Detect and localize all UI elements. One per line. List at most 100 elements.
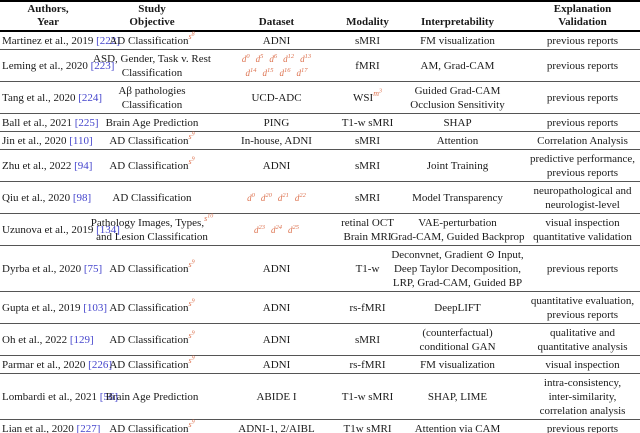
cell-interpretability-line: VAE-perturbation — [418, 216, 497, 229]
cell-validation-line: previous reports — [546, 91, 619, 104]
cell-authors-line: Tang et al., 2020 [224] — [2, 91, 103, 104]
cell-validation: quantitative evaluation, previous reports — [525, 294, 640, 322]
cell-dataset: d0 d5 d6 d12 d13 d14 d15 d16 d17 — [208, 52, 345, 80]
footnote-ref[interactable]: s10 — [204, 213, 214, 223]
dataset-ref[interactable]: d25 — [288, 223, 299, 235]
cell-objective: AD Classifications9 — [96, 259, 208, 276]
dataset-ref[interactable]: d16 — [279, 66, 291, 78]
cell-validation-line: previous reports — [546, 34, 619, 47]
cell-modality-line: T1-w sMRI — [341, 116, 394, 129]
citation-link[interactable]: [56] — [99, 390, 119, 403]
cell-authors: Zhu et al., 2022 [94] — [0, 159, 96, 173]
citation-link[interactable]: [103] — [83, 301, 108, 314]
cell-dataset: ADNI — [208, 34, 345, 48]
cell-authors: Tang et al., 2020 [224] — [0, 91, 102, 105]
footnote-ref[interactable]: s9 — [188, 156, 195, 166]
cell-validation: qualitative and quantitative analysis — [525, 326, 640, 354]
footnote-ref[interactable]: s9 — [188, 419, 195, 429]
cell-modality-line: rs-fMRI — [349, 358, 386, 371]
cell-dataset-line: ADNI — [262, 358, 291, 371]
citation-link[interactable]: [223] — [90, 59, 115, 72]
cell-interpretability-line: Joint Training — [426, 159, 489, 172]
dataset-ref[interactable]: d5 — [255, 52, 264, 64]
cell-interpretability-line: SHAP, LIME — [427, 390, 488, 403]
citation-link[interactable]: [226] — [88, 358, 112, 371]
cell-modality-line: T1-w — [355, 262, 380, 275]
cell-objective-line: Brain Age Prediction — [105, 116, 199, 129]
dataset-ref[interactable]: d17 — [296, 66, 308, 78]
cell-objective: AD Classifications9 — [96, 355, 208, 372]
cell-objective: Aβ pathologies Classification — [96, 84, 208, 112]
citation-link[interactable]: [134] — [96, 223, 120, 236]
cell-authors-line: Dyrba et al., 2020 [75] — [2, 262, 103, 275]
cell-objective-line: AD Classifications8 — [109, 31, 195, 47]
cell-dataset: ADNI — [208, 333, 345, 347]
cell-validation-line: quantitative validation — [533, 230, 632, 243]
cell-modality-line: sMRI — [354, 333, 381, 346]
citation-link[interactable]: [98] — [72, 191, 92, 204]
cell-modality: fMRI — [345, 59, 390, 73]
cell-dataset-line: ADNI-1, 2/AIBL — [238, 422, 315, 433]
cell-validation-line: predictive performance, — [529, 152, 636, 165]
cell-objective: AD Classifications9 — [96, 330, 208, 347]
footnote-ref[interactable]: s9 — [188, 298, 195, 308]
table-row: Lombardi et al., 2021 [56] Brain Age Pred… — [0, 374, 640, 420]
cell-dataset-line: ADNI — [262, 34, 291, 47]
cell-interpretability: Attention — [390, 134, 525, 148]
citation-link[interactable]: [227] — [76, 422, 101, 433]
dataset-ref[interactable]: d0 — [247, 191, 255, 203]
footnote-ref[interactable]: m3 — [373, 88, 382, 98]
cell-modality-line: retinal OCT — [341, 216, 394, 229]
cell-authors-line: Lian et al., 2020 [227] — [2, 422, 101, 433]
cell-validation: Correlation Analysis — [525, 134, 640, 148]
table-row: Parmar et al., 2020 [226] AD Classificati… — [0, 355, 640, 374]
footnote-ref[interactable]: s9 — [188, 330, 195, 340]
citation-link[interactable]: [129] — [69, 333, 94, 346]
cell-objective: AD Classification — [96, 191, 208, 205]
dataset-ref[interactable]: d21 — [277, 191, 289, 203]
dataset-ref[interactable]: d20 — [260, 191, 272, 203]
citation-link[interactable]: [225] — [74, 116, 99, 129]
cell-validation: previous reports — [525, 34, 640, 48]
cell-modality: sMRI — [345, 134, 390, 148]
dataset-ref[interactable]: d13 — [300, 52, 312, 64]
cell-validation-line: previous reports — [546, 422, 619, 433]
citation-link[interactable]: [75] — [83, 262, 103, 275]
footnote-ref[interactable]: s8 — [188, 31, 195, 41]
cell-objective-line: and Lesion Classification — [96, 230, 208, 243]
cell-modality-line: fMRI — [355, 59, 380, 72]
cell-interpretability: VAE-perturbation Grad-CAM, Guided Backpro… — [390, 216, 525, 244]
cell-authors-line: Qiu et al., 2020 [98] — [2, 191, 92, 204]
dataset-ref[interactable]: d12 — [283, 52, 295, 64]
cell-authors: Ball et al., 2021 [225] — [0, 116, 99, 130]
table-row: Uzunova et al., 2019 [134] Pathology Imag… — [0, 213, 640, 246]
dataset-ref[interactable]: d0 — [241, 52, 250, 64]
cell-validation: neuropathological and neurologist-level — [525, 184, 640, 212]
cell-validation-line: visual inspection — [545, 358, 620, 371]
dataset-ref[interactable]: d24 — [271, 223, 282, 235]
cell-dataset-line: ADNI — [262, 262, 291, 275]
cell-modality-line: T1-w sMRI — [341, 390, 394, 403]
dataset-ref[interactable]: d15 — [262, 66, 274, 78]
dataset-ref[interactable]: d22 — [294, 191, 306, 203]
cell-dataset-line: ADNI — [262, 301, 291, 314]
citation-link[interactable]: [224] — [78, 91, 103, 104]
cell-authors: Oh et al., 2022 [129] — [0, 333, 96, 347]
cell-interpretability-line: FM visualization — [420, 358, 495, 371]
citation-link[interactable]: [222] — [96, 34, 120, 47]
citation-link[interactable]: [94] — [74, 159, 93, 172]
cell-interpretability-line: Guided Grad-CAM — [414, 84, 501, 97]
dataset-ref[interactable]: d23 — [254, 223, 265, 235]
cell-modality-line: rs-fMRI — [349, 301, 386, 314]
table-row: Martinez et al., 2019 [222] AD Classifica… — [0, 31, 640, 50]
dataset-ref[interactable]: d6 — [269, 52, 278, 64]
dataset-ref[interactable]: d14 — [245, 66, 257, 78]
citation-link[interactable]: [110] — [69, 134, 93, 147]
footnote-ref[interactable]: s9 — [188, 355, 195, 365]
footnote-ref[interactable]: s9 — [188, 131, 195, 141]
cell-interpretability: SHAP, LIME — [390, 390, 525, 404]
cell-objective-line: AD Classifications9 — [109, 131, 195, 147]
cell-dataset: ADNI — [208, 358, 345, 372]
footnote-ref[interactable]: s9 — [188, 259, 195, 269]
table-row: Tang et al., 2020 [224] Aβ pathologies Cla… — [0, 82, 640, 114]
